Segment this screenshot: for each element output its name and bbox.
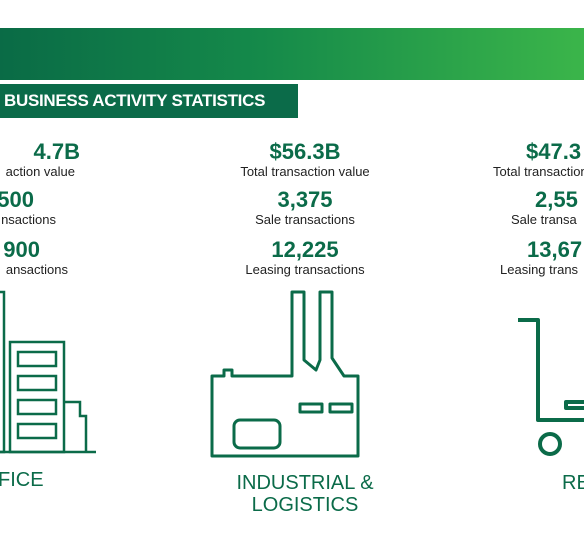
stat-value: 2,55 [535, 187, 578, 212]
stat-label: Sale transactions [255, 212, 355, 227]
stat-value: 900 [3, 237, 40, 262]
stat-label: Total transaction value [240, 164, 370, 179]
category-office: FICE [0, 469, 44, 491]
stat-value: 3,375 [277, 187, 333, 212]
stat-value: $47.3 [526, 139, 582, 164]
retail-stats: $47.3 Total transaction 2,55 Sale transa… [490, 140, 584, 278]
section-title-text: BUSINESS ACTIVITY STATISTICS [4, 91, 266, 110]
stat-label: Leasing transactions [245, 262, 365, 277]
stat-label: Sale transa [511, 212, 577, 227]
category-industrial: INDUSTRIAL & LOGISTICS [200, 472, 410, 516]
stat-label: nsactions [1, 212, 56, 227]
stat-label: Leasing trans [500, 262, 579, 277]
office-stats: 4.7B action value 500 nsactions 900 ansa… [0, 140, 80, 278]
office-building-icon [0, 290, 96, 454]
category-industrial-line2: LOGISTICS [251, 494, 359, 516]
stat-value: 4.7B [33, 139, 80, 164]
shopping-cart-icon [518, 318, 584, 456]
category-retail: RE [562, 472, 584, 494]
stat-label: ansactions [5, 262, 68, 277]
stat-value: 500 [0, 187, 34, 212]
stat-value: 12,225 [271, 237, 339, 262]
stat-value: $56.3B [269, 139, 341, 164]
header-banner [0, 28, 584, 80]
stat-value: 13,67 [527, 237, 583, 262]
factory-icon [210, 290, 360, 458]
stat-label: Total transaction [493, 164, 584, 179]
stat-label: action value [5, 164, 75, 179]
category-industrial-line1: INDUSTRIAL & [236, 472, 374, 494]
industrial-stats: $56.3B Total transaction value 3,375 Sal… [200, 140, 410, 278]
section-title: BUSINESS ACTIVITY STATISTICS [0, 84, 298, 118]
